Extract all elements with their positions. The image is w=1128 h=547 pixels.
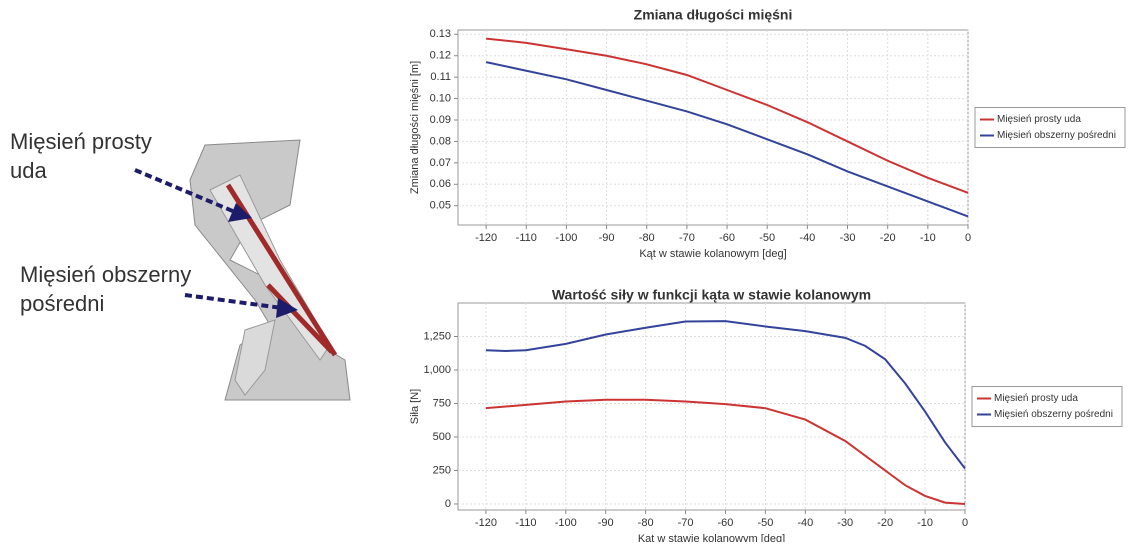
y-axis-title: Zmiana długości mięśni [m] [409,61,421,194]
y-tick-label: 1,000 [423,364,451,376]
x-tick-label: -100 [555,232,577,244]
x-tick-label: -110 [516,232,537,244]
legend: Mięsień prosty uda Mięsień obszerny pośre… [971,386,1123,427]
arrow [184,293,283,310]
muscle-label: Mięsień obszerny [20,262,191,287]
y-tick-label: 0.05 [430,200,451,212]
x-tick-label: -90 [599,232,615,244]
legend-box [974,107,1126,148]
legend-label: Mięsień obszerny pośredni [997,130,1116,141]
illustration: Mięsień prosty uda Mięsień obszerny pośr… [10,129,351,401]
x-tick-label: -90 [598,517,614,529]
legend-label: Mięsień obszerny pośredni [994,409,1113,420]
y-tick-label: 750 [433,397,451,409]
chart: 0.05 0.06 0.07 0.08 0.09 0.10 0.11 0.12 0.13 -120… [409,7,1126,260]
x-tick-label: -80 [638,517,654,529]
y-tick-label: 0 [445,498,451,510]
x-tick-label: -120 [475,517,497,529]
x-tick-label: -30 [840,232,856,244]
muscle-label: pośredni [20,291,104,316]
x-axis-title: Kąt w stawie kolanowym [deg] [639,248,786,260]
y-tick-label: 0.11 [430,71,451,83]
series-line [485,398,966,505]
x-tick-label: -50 [759,232,775,244]
y-tick-label: 0.10 [430,92,451,104]
legend-label: Mięsień prosty uda [994,393,1078,404]
y-tick-label: 0.08 [430,135,451,147]
muscle-label: Mięsień prosty [10,129,152,154]
series-line [485,320,966,470]
x-axis-title: Kąt w stawie kolanowym [deg] [638,533,785,542]
plot-area [457,302,966,511]
muscle-label: uda [10,158,47,183]
series-line [485,61,969,218]
y-tick-label: 1,250 [423,330,451,342]
y-tick-label: 0.09 [430,114,451,126]
muscle-line [266,283,334,354]
x-tick-label: -120 [475,232,497,244]
plot-area [457,29,969,226]
arrow-head [228,203,252,222]
arrow-head [276,298,298,318]
x-tick-label: -20 [877,517,893,529]
x-tick-label: -70 [678,517,694,529]
y-axis-title: Siła [N] [409,389,421,424]
y-tick-label: 250 [433,464,451,476]
x-tick-label: -80 [639,232,655,244]
x-tick-label: -110 [515,517,536,529]
legend: Mięsień prosty uda Mięsień obszerny pośre… [974,107,1126,148]
x-tick-label: -40 [797,517,813,529]
patella [234,319,276,396]
x-tick-label: -10 [917,517,933,529]
x-tick-label: 0 [965,232,971,244]
x-tick-label: 0 [962,517,968,529]
chart-title: Zmiana długości mięśni [634,7,793,23]
x-tick-label: -70 [679,232,695,244]
x-tick-label: -100 [555,517,577,529]
y-tick-label: 0.06 [430,178,451,190]
chart-title: Wartość siły w funkcji kąta w stawie kol… [552,287,871,303]
arrow [134,168,236,214]
y-tick-label: 0.12 [430,50,451,62]
y-tick-label: 0.13 [430,28,451,40]
legend-label: Mięsień prosty uda [997,114,1081,125]
x-tick-label: -20 [880,232,896,244]
x-tick-label: -60 [718,517,734,529]
y-tick-label: 500 [433,431,451,443]
x-tick-label: -60 [719,232,735,244]
x-tick-label: -50 [757,517,773,529]
y-tick-label: 0.07 [430,157,451,169]
x-tick-label: -10 [920,232,936,244]
legend-box [971,386,1123,427]
x-tick-label: -30 [837,517,853,529]
series-line [486,37,969,194]
x-tick-label: -40 [799,232,815,244]
